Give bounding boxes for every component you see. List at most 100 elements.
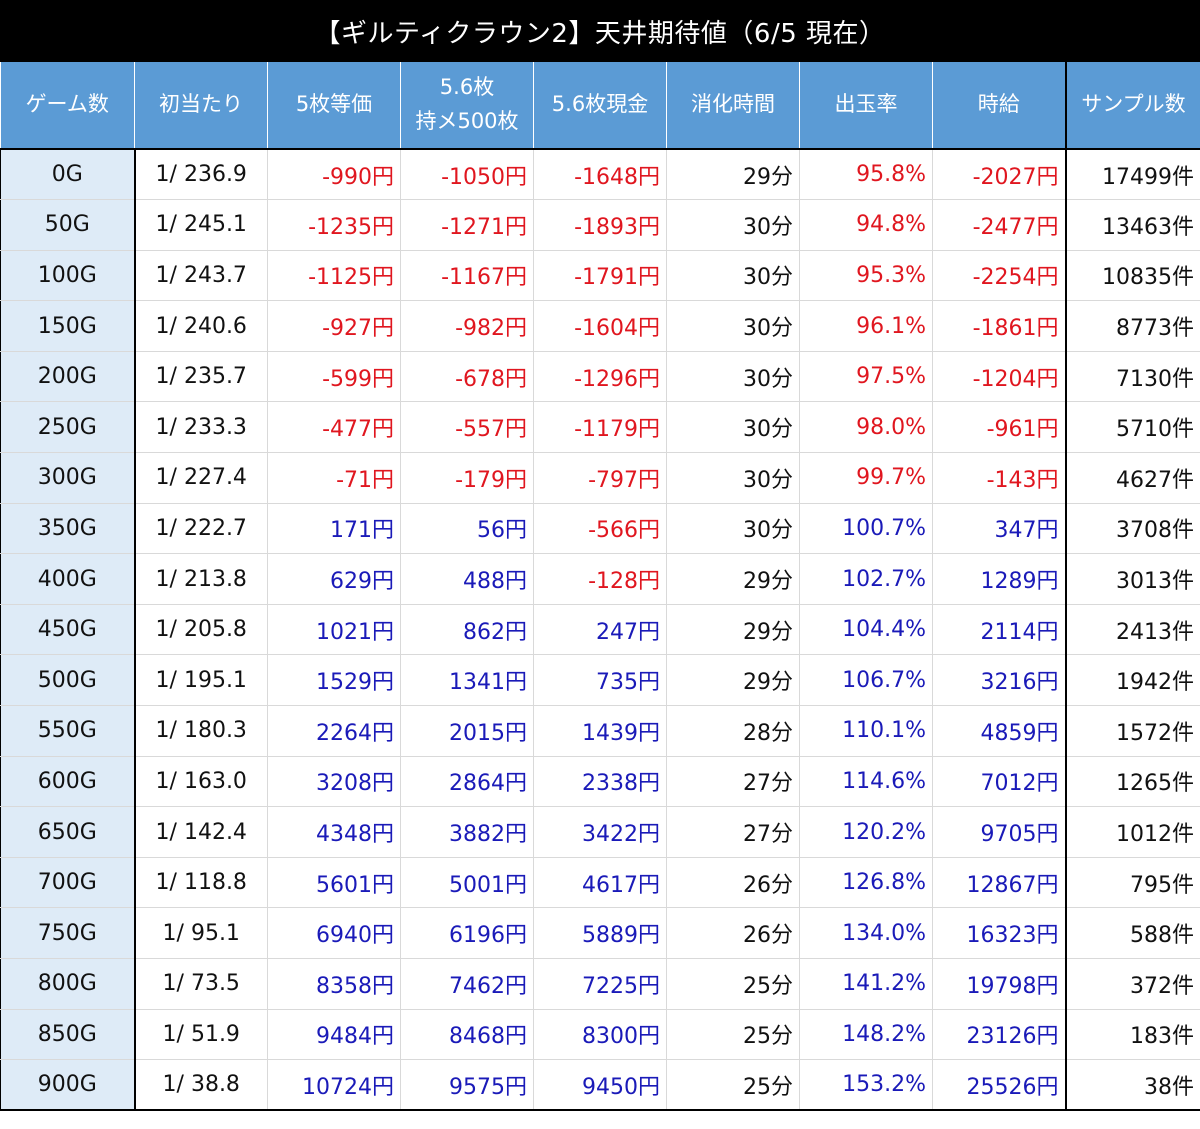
expectation-table: ゲーム数 初当たり 5枚等価 5.6枚 持メ500枚 5.6枚現金 消化時間 出玉率 時給 サンプ… bbox=[0, 62, 1200, 1112]
5-equiv-cell: -599円 bbox=[267, 351, 401, 403]
5-6-cash-cell: 4617円 bbox=[533, 857, 667, 909]
game-count-cell: 900G bbox=[0, 1059, 136, 1112]
first-hit-cell: 1/ 222.7 bbox=[134, 503, 268, 555]
payout-rate-cell: 99.7% bbox=[799, 452, 933, 504]
header-label-line: 5枚等価 bbox=[295, 92, 373, 117]
header-label-line: 初当たり bbox=[159, 92, 243, 117]
5-6-cash-cell: -1791円 bbox=[533, 250, 667, 302]
sample-count-cell: 1265件 bbox=[1065, 756, 1200, 808]
5-6-cash-cell: 7225円 bbox=[533, 958, 667, 1010]
first-hit-cell: 1/ 233.3 bbox=[134, 401, 268, 454]
hourly-cell: 7012円 bbox=[932, 756, 1067, 808]
play-time-cell: 27分 bbox=[666, 806, 800, 858]
5-6-hold-cell: 2015円 bbox=[400, 705, 534, 757]
5-equiv-cell: 2264円 bbox=[267, 705, 401, 757]
5-equiv-cell: 8358円 bbox=[267, 958, 401, 1010]
payout-rate-cell: 95.3% bbox=[799, 250, 933, 302]
play-time-cell: 29分 bbox=[666, 654, 800, 707]
5-equiv-cell: -1235円 bbox=[267, 199, 401, 251]
sample-count-cell: 4627件 bbox=[1065, 452, 1200, 504]
header-5-6-hold: 5.6枚 持メ500枚 bbox=[400, 62, 534, 150]
sample-count-cell: 183件 bbox=[1065, 1009, 1200, 1061]
play-time-cell: 30分 bbox=[666, 199, 800, 251]
5-6-cash-cell: 3422円 bbox=[533, 806, 667, 858]
5-6-cash-cell: 5889円 bbox=[533, 907, 667, 959]
5-6-hold-cell: 488円 bbox=[400, 553, 534, 605]
5-equiv-cell: 6940円 bbox=[267, 907, 401, 959]
game-count-cell: 850G bbox=[0, 1009, 136, 1061]
game-count-cell: 200G bbox=[0, 351, 136, 403]
table-row: 650G 1/ 142.4 4348円 3882円 3422円 27分 120.2% 9705… bbox=[0, 806, 1200, 858]
5-6-cash-cell: -797円 bbox=[533, 452, 667, 504]
5-6-cash-cell: 8300円 bbox=[533, 1009, 667, 1061]
hourly-cell: 23126円 bbox=[932, 1009, 1067, 1061]
first-hit-cell: 1/ 51.9 bbox=[134, 1009, 268, 1061]
sample-count-cell: 17499件 bbox=[1065, 149, 1200, 201]
5-6-hold-cell: 2864円 bbox=[400, 756, 534, 808]
header-label-line: ゲーム数 bbox=[25, 92, 109, 117]
5-equiv-cell: 5601円 bbox=[267, 857, 401, 909]
table-row: 0G 1/ 236.9 -990円 -1050円 -1648円 29分 95.8% -2027… bbox=[0, 149, 1200, 201]
payout-rate-cell: 96.1% bbox=[799, 300, 933, 352]
sample-count-cell: 8773件 bbox=[1065, 300, 1200, 352]
play-time-cell: 28分 bbox=[666, 705, 800, 757]
play-time-cell: 29分 bbox=[666, 149, 800, 201]
header-sample-count: サンプル数 bbox=[1065, 62, 1200, 150]
hourly-cell: -2477円 bbox=[932, 199, 1067, 251]
table-row: 400G 1/ 213.8 629円 488円 -128円 29分 102.7% 1289円 3… bbox=[0, 553, 1200, 605]
5-6-cash-cell: -1179円 bbox=[533, 401, 667, 454]
5-6-hold-cell: 862円 bbox=[400, 604, 534, 656]
hourly-cell: 347円 bbox=[932, 503, 1067, 555]
table-row: 600G 1/ 163.0 3208円 2864円 2338円 27分 114.6% 7012… bbox=[0, 756, 1200, 808]
first-hit-cell: 1/ 38.8 bbox=[134, 1059, 268, 1112]
header-label-line: 出玉率 bbox=[834, 92, 898, 117]
5-equiv-cell: -927円 bbox=[267, 300, 401, 352]
game-count-cell: 100G bbox=[0, 250, 136, 302]
5-equiv-cell: -990円 bbox=[267, 149, 401, 201]
header-5-equiv: 5枚等価 bbox=[267, 62, 401, 150]
header-hourly: 時給 bbox=[932, 62, 1067, 150]
play-time-cell: 29分 bbox=[666, 604, 800, 656]
first-hit-cell: 1/ 240.6 bbox=[134, 300, 268, 352]
table-row: 850G 1/ 51.9 9484円 8468円 8300円 25分 148.2% 23126… bbox=[0, 1009, 1200, 1061]
table-row: 300G 1/ 227.4 -71円 -179円 -797円 30分 99.7% -143円 4… bbox=[0, 452, 1200, 504]
payout-rate-cell: 114.6% bbox=[799, 756, 933, 808]
hourly-cell: 12867円 bbox=[932, 857, 1067, 909]
play-time-cell: 30分 bbox=[666, 351, 800, 403]
hourly-cell: -1861円 bbox=[932, 300, 1067, 352]
header-label-line: サンプル数 bbox=[1081, 92, 1186, 117]
header-label-line: 5.6枚現金 bbox=[551, 92, 649, 117]
payout-rate-cell: 134.0% bbox=[799, 907, 933, 959]
play-time-cell: 25分 bbox=[666, 1059, 800, 1112]
sample-count-cell: 1572件 bbox=[1065, 705, 1200, 757]
5-equiv-cell: 4348円 bbox=[267, 806, 401, 858]
header-label-line: 時給 bbox=[977, 92, 1020, 117]
game-count-cell: 50G bbox=[0, 199, 136, 251]
5-6-hold-cell: 3882円 bbox=[400, 806, 534, 858]
first-hit-cell: 1/ 235.7 bbox=[134, 351, 268, 403]
first-hit-cell: 1/ 243.7 bbox=[134, 250, 268, 302]
payout-rate-cell: 100.7% bbox=[799, 503, 933, 555]
game-count-cell: 700G bbox=[0, 857, 136, 909]
hourly-cell: -1204円 bbox=[932, 351, 1067, 403]
sample-count-cell: 588件 bbox=[1065, 907, 1200, 959]
play-time-cell: 26分 bbox=[666, 857, 800, 909]
hourly-cell: -2027円 bbox=[932, 149, 1067, 201]
hourly-cell: 9705円 bbox=[932, 806, 1067, 858]
play-time-cell: 30分 bbox=[666, 250, 800, 302]
game-count-cell: 250G bbox=[0, 401, 136, 454]
header-5-6-cash: 5.6枚現金 bbox=[533, 62, 667, 150]
table-row: 500G 1/ 195.1 1529円 1341円 735円 29分 106.7% 3216円… bbox=[0, 654, 1200, 707]
hourly-cell: 4859円 bbox=[932, 705, 1067, 757]
sample-count-cell: 2413件 bbox=[1065, 604, 1200, 656]
table-row: 800G 1/ 73.5 8358円 7462円 7225円 25分 141.2% 19798… bbox=[0, 958, 1200, 1010]
5-6-hold-cell: -1271円 bbox=[400, 199, 534, 251]
payout-rate-cell: 102.7% bbox=[799, 553, 933, 605]
play-time-cell: 30分 bbox=[666, 452, 800, 504]
first-hit-cell: 1/ 95.1 bbox=[134, 907, 268, 959]
play-time-cell: 30分 bbox=[666, 401, 800, 454]
table-row: 700G 1/ 118.8 5601円 5001円 4617円 26分 126.8% 1286… bbox=[0, 857, 1200, 909]
first-hit-cell: 1/ 195.1 bbox=[134, 654, 268, 707]
5-6-hold-cell: -1167円 bbox=[400, 250, 534, 302]
